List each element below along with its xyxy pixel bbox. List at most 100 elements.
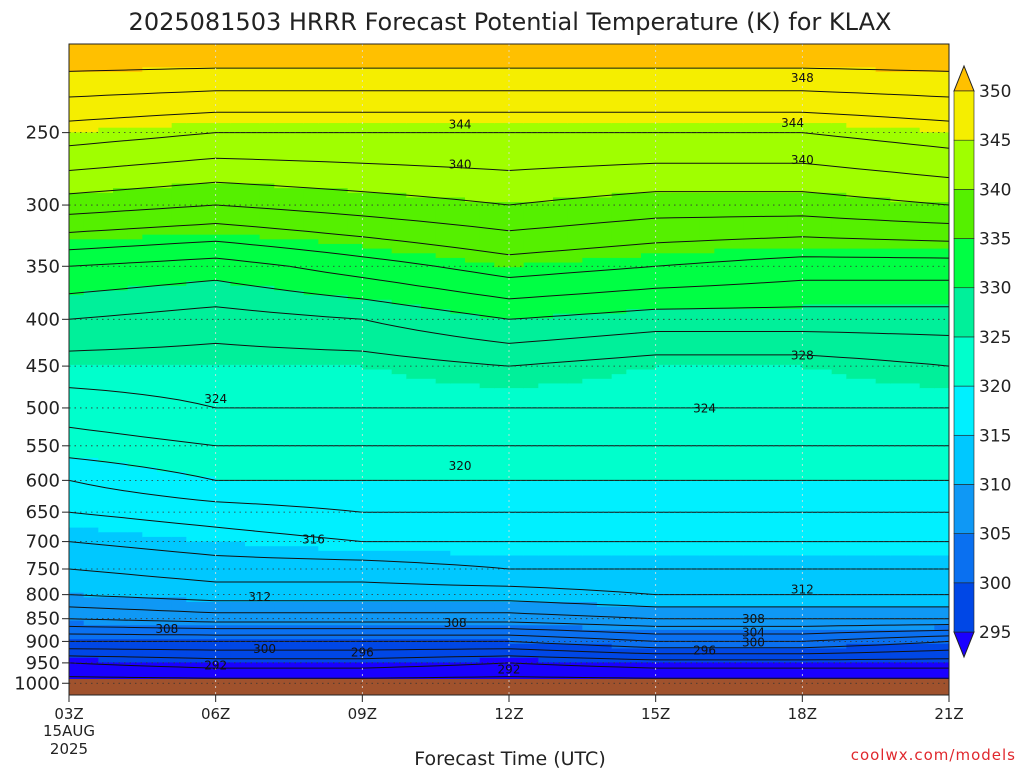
theta-band-cell [641, 253, 657, 310]
theta-band-cell [245, 183, 261, 236]
theta-band-cell [333, 67, 349, 124]
theta-band-cell [377, 602, 393, 627]
theta-band-cell [509, 202, 525, 268]
theta-band-cell [875, 44, 892, 73]
theta-band-cell [787, 364, 804, 482]
theta-band-cell [582, 481, 598, 557]
theta-band-cell [479, 202, 496, 264]
theta-band-cell [186, 639, 202, 664]
theta-band-cell [626, 44, 642, 69]
contour-label: 340 [449, 158, 472, 172]
contour-label-text: 320 [449, 459, 472, 473]
theta-band-cell [538, 44, 554, 69]
contour-label: 328 [791, 348, 814, 362]
theta-band-cell [171, 123, 188, 185]
theta-band-cell [318, 550, 334, 603]
theta-band-cell [406, 44, 422, 69]
theta-band-cell [905, 127, 921, 203]
theta-band-cell [98, 462, 114, 534]
theta-band-cell [538, 67, 554, 124]
contour-line-312 [69, 568, 949, 596]
theta-band-cell [201, 625, 217, 640]
theta-band-cell [538, 481, 554, 557]
theta-band-cell [670, 648, 686, 664]
theta-band-cell [377, 248, 393, 301]
theta-band-cell [142, 639, 158, 664]
theta-band-cell [773, 67, 789, 124]
theta-band-cell [919, 555, 936, 608]
contour-label: 296 [693, 644, 716, 658]
theta-band-cell [450, 197, 466, 259]
theta-band-cell [773, 629, 789, 650]
theta-band-cell [743, 248, 760, 310]
theta-band-cell [201, 639, 217, 664]
theta-band-cell [875, 197, 892, 250]
x-axis-label: Forecast Time (UTC) [414, 748, 605, 768]
theta-band-cell [127, 597, 144, 627]
contour-line-334 [69, 240, 949, 279]
theta-band-cell [303, 239, 320, 296]
theta-band-cell [611, 374, 628, 482]
theta-band-cell [230, 44, 246, 69]
theta-band-cell [230, 285, 246, 366]
theta-band-cell [553, 67, 569, 124]
theta-band-cell [846, 629, 862, 645]
theta-band-cell [597, 481, 613, 557]
contour-label-text: 340 [791, 153, 814, 167]
theta-band-cell [729, 481, 745, 557]
theta-band-cell [83, 457, 100, 529]
theta-band-cell [69, 620, 85, 640]
theta-band-cell [655, 648, 672, 664]
theta-band-cell [817, 369, 833, 482]
theta-band-cell [333, 243, 349, 296]
theta-band-cell [626, 67, 642, 124]
theta-band-cell [347, 550, 364, 603]
theta-band-cell [919, 304, 936, 389]
theta-band-cell [83, 597, 100, 627]
theta-band-cell [274, 67, 290, 124]
theta-band-cell [479, 262, 496, 320]
contour-label-text: 304 [742, 625, 765, 639]
theta-band-cell [553, 262, 569, 315]
contour-label: 312 [791, 583, 814, 597]
theta-band-cell [391, 639, 408, 664]
theta-band-cell [201, 364, 217, 478]
theta-band-cell [406, 481, 422, 552]
theta-band-cell [670, 192, 686, 255]
pressure-tick-label: 500 [26, 398, 60, 419]
theta-band-cell [421, 378, 437, 482]
theta-band-cell [743, 629, 760, 650]
theta-band-cell [655, 67, 672, 124]
theta-band-cell [186, 625, 202, 640]
theta-band-cell [347, 67, 364, 124]
theta-band-cell [303, 602, 320, 627]
theta-band-cell [98, 44, 114, 73]
theta-band-cell [303, 67, 320, 124]
theta-band-cell [875, 248, 892, 306]
theta-band-cell [494, 44, 510, 69]
theta-band-cell [245, 481, 261, 547]
theta-band-cell [362, 481, 378, 552]
theta-band-cell [758, 309, 774, 366]
x-start-year: 2025 [50, 740, 88, 758]
theta-band-cell [817, 192, 833, 250]
theta-band-cell [641, 555, 657, 608]
theta-band-cell [861, 378, 877, 482]
theta-band-cell [465, 313, 481, 385]
theta-band-cell [831, 648, 848, 664]
theta-band-cell [450, 67, 466, 124]
colorbar-swatch [953, 582, 975, 633]
theta-band-cell [479, 602, 496, 627]
theta-band-cell [318, 67, 334, 124]
theta-band-cell [113, 188, 129, 241]
theta-band-cell [215, 364, 232, 482]
theta-band-cell [347, 481, 364, 552]
theta-band-cell [773, 555, 789, 608]
contour-label: 316 [302, 532, 325, 546]
theta-band-cell [685, 67, 701, 124]
colorbar-tick-label: 305 [979, 525, 1011, 545]
theta-band-cell [699, 555, 716, 608]
theta-band-cell [802, 481, 818, 557]
theta-band-cell [186, 44, 202, 69]
theta-band-cell [362, 625, 378, 640]
